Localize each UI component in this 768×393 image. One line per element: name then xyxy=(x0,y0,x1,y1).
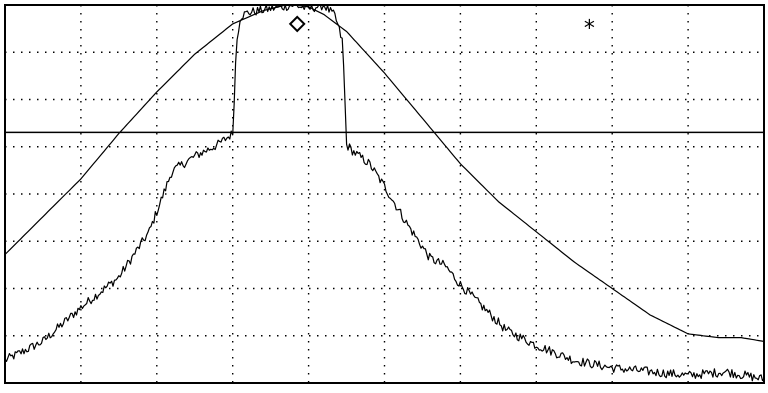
series-layer xyxy=(4,4,765,382)
series-trace-1 xyxy=(4,4,765,342)
marker-layer: * xyxy=(288,15,595,42)
series-trace-2 xyxy=(4,4,765,382)
asterisk-marker: * xyxy=(584,17,595,42)
peak-marker-diamond xyxy=(288,15,306,33)
grid xyxy=(5,5,764,383)
